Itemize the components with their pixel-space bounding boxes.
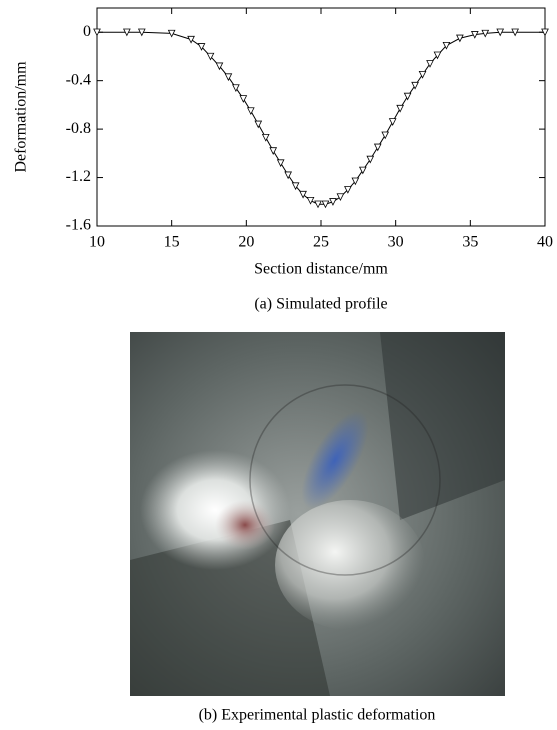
data-marker [470,31,479,39]
y-axis-label: Deformation/mm [13,61,30,173]
data-marker [261,133,270,142]
data-marker [254,120,263,129]
data-marker [167,29,176,38]
data-marker [396,104,404,113]
data-marker [442,41,451,50]
y-tick-label: -1.2 [66,168,91,185]
photo [130,332,505,696]
y-tick-label: 0 [83,23,91,40]
data-marker [366,155,375,164]
data-marker [433,51,442,60]
data-marker [418,71,427,79]
data-marker [329,198,337,206]
data-marker [351,177,360,186]
y-tick-label: -1.6 [66,217,91,234]
data-marker [344,186,352,194]
data-marker [246,107,255,116]
data-marker [403,92,412,101]
photo-caption: (b) Experimental plastic deformation [199,707,436,724]
data-marker [197,43,206,51]
data-marker [314,200,322,209]
data-marker [299,190,307,199]
x-tick-label: 25 [313,234,329,251]
data-marker [426,60,434,68]
data-marker [215,62,224,71]
data-marker [496,28,505,37]
data-marker [388,118,397,126]
data-marker [137,28,146,37]
y-tick-label: -0.4 [66,71,91,88]
y-tick-label: -0.8 [66,120,91,137]
data-marker [541,28,549,37]
data-marker [284,171,292,180]
data-marker [321,200,330,209]
data-marker [239,95,248,103]
data-marker [224,73,233,82]
data-marker [306,196,315,205]
data-marker [123,28,131,37]
plot-frame [96,7,546,227]
data-marker [291,182,300,191]
caption: (a) Simulated profile [254,296,387,313]
x-tick-label: 35 [462,234,478,251]
data-marker [511,28,519,37]
data-marker [269,147,278,156]
data-line [97,31,545,205]
data-marker [232,84,240,93]
data-marker [206,52,215,61]
data-marker [411,81,419,90]
x-axis-label: Section distance/mm [254,261,388,278]
data-marker [456,34,464,43]
x-tick-label: 15 [164,234,180,251]
data-marker [276,159,285,168]
x-tick-label: 20 [238,234,254,251]
data-marker [336,193,345,202]
x-tick-label: 40 [537,234,553,251]
data-marker [358,166,367,175]
x-tick-label: 10 [89,234,105,251]
data-marker [187,35,195,44]
x-tick-label: 30 [388,234,404,251]
data-marker [373,143,382,152]
data-marker [381,131,390,140]
data-marker [93,28,101,37]
data-marker [481,29,490,38]
